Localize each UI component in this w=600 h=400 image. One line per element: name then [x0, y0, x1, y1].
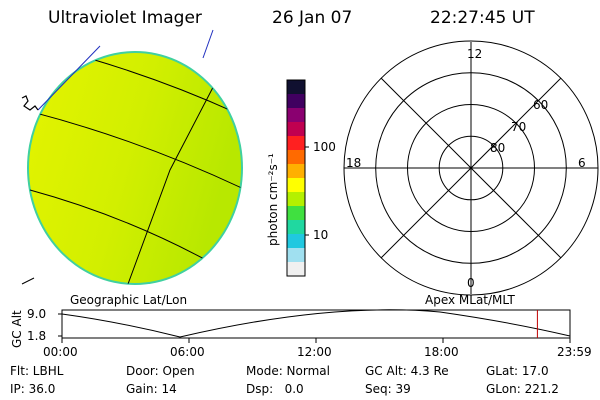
- colorbar-segment: [287, 108, 305, 123]
- lon-line-1: [127, 69, 223, 284]
- lat-label-80: 80: [490, 141, 506, 155]
- colorbar-segment: [287, 94, 305, 109]
- altitude-ylabel: GC Alt: [10, 310, 24, 348]
- xtick-label-1800: 18:00: [424, 345, 459, 359]
- colorbar-segment: [287, 178, 305, 193]
- info-seq: Seq: 39: [365, 382, 411, 396]
- altitude-plot: [58, 309, 571, 343]
- colorbar-unit-label: photon cm⁻²s⁻¹: [266, 153, 280, 246]
- instrument-title: Ultraviolet Imager: [48, 8, 202, 28]
- altitude-ytick-9: 9.0: [27, 307, 47, 321]
- polar-diagonal: [380, 77, 562, 259]
- colorbar-frame: [286, 79, 306, 277]
- colorbar-segment: [287, 136, 305, 151]
- disk-fill: [29, 53, 241, 283]
- info-mode: Mode: Normal: [246, 364, 330, 378]
- info-glon: GLon: 221.2: [486, 382, 559, 396]
- uv-image-disk: [21, 29, 243, 285]
- colorbar-segment: [287, 150, 305, 165]
- colorbar-segment: [287, 164, 305, 179]
- info-gain: Gain: 14: [126, 382, 177, 396]
- lat-line-2: [31, 111, 242, 191]
- coastline-edge: [37, 45, 101, 111]
- info-filter: Flt: LBHL: [10, 364, 64, 378]
- colorbar-segment: [287, 262, 305, 277]
- colorbar-segment: [287, 192, 305, 207]
- colorbar-label-10: 10: [313, 228, 329, 242]
- apex-caption: Apex MLat/MLT: [425, 293, 515, 307]
- colorbar-segment: [287, 220, 305, 235]
- colorbar-segment: [287, 206, 305, 221]
- info-ip: IP: 36.0: [10, 382, 56, 396]
- xtick-label-1200: 12:00: [297, 345, 332, 359]
- polar-mlat-mlt-plot: [343, 40, 599, 296]
- xtick-label-2359: 23:59: [557, 345, 592, 359]
- mlt-label-0: 0: [467, 276, 475, 290]
- altitude-plot-frame: [61, 309, 571, 339]
- image-time: 22:27:45 UT: [430, 8, 535, 28]
- mlt-label-12: 12: [467, 47, 483, 61]
- colorbar-segment: [287, 248, 305, 263]
- xtick-label-0600: 06:00: [170, 345, 205, 359]
- lat-label-70: 70: [511, 120, 527, 134]
- coastline-edge: [202, 29, 214, 59]
- geographic-caption: Geographic Lat/Lon: [70, 293, 188, 307]
- altitude-curve: [61, 309, 571, 338]
- colorbar-segment: [287, 122, 305, 137]
- info-dsp: Dsp: 0.0: [246, 382, 304, 396]
- info-gc-alt: GC Alt: 4.3 Re: [365, 364, 449, 378]
- mlt-label-6: 6: [578, 156, 586, 170]
- coastline-fragment: [21, 277, 35, 285]
- xtick-label-0000: 00:00: [43, 345, 78, 359]
- colorbar-segment: [287, 80, 305, 95]
- image-date: 26 Jan 07: [272, 8, 353, 28]
- info-door: Door: Open: [126, 364, 195, 378]
- lat-label-60: 60: [533, 98, 549, 112]
- colorbar-gradient: [287, 80, 305, 277]
- altitude-ytick-1.8: 1.8: [27, 329, 47, 343]
- colorbar: [286, 79, 309, 277]
- mlt-label-18: 18: [346, 156, 362, 170]
- coastline-fragment: [21, 95, 39, 111]
- colorbar-label-100: 100: [313, 140, 336, 154]
- colorbar-segment: [287, 234, 305, 249]
- info-glat: GLat: 17.0: [486, 364, 549, 378]
